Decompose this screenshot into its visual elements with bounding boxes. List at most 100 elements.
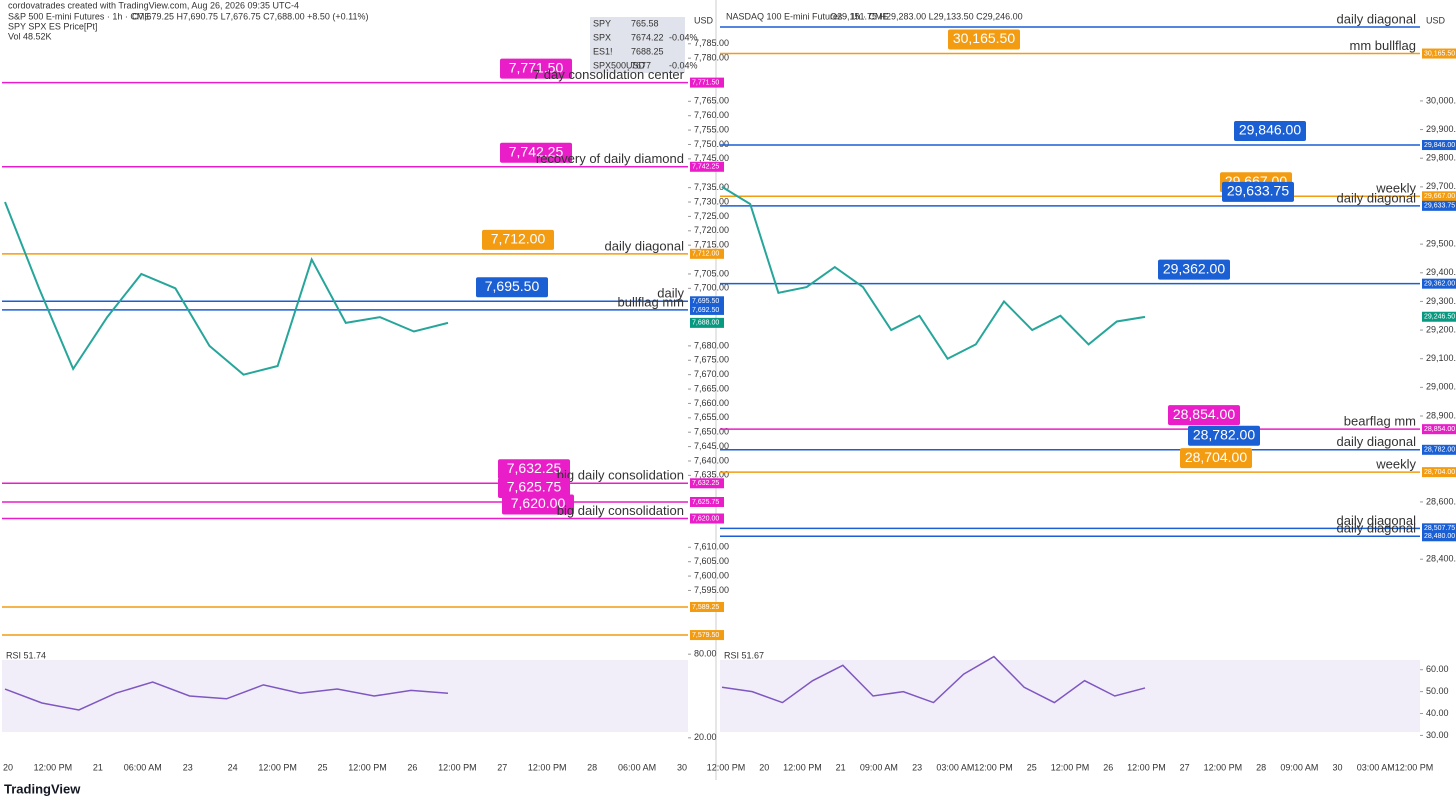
watch-cell: 7688.25 (631, 46, 664, 56)
axis-tag (1422, 531, 1456, 542)
callout-label: 7,695.50 (485, 278, 540, 294)
x-tick-label: 25 (318, 762, 328, 772)
axis-tag (690, 304, 724, 315)
level-note: mm bullflag (1350, 38, 1416, 53)
x-tick-label: 06:00 AM (618, 762, 656, 772)
axis-tag-label: 29,846.00 (1424, 142, 1455, 149)
y-tick-label: 28,900.00 (1426, 410, 1456, 420)
x-tick-label: 12:00 PM (348, 762, 387, 772)
currency: USD (694, 15, 714, 25)
callout-label: 7,632.25 (507, 460, 562, 476)
axis-tag-label: 7,712.00 (692, 251, 719, 258)
y-tick-label: 7,635.00 (694, 470, 729, 480)
y-tick-label: 29,800.00 (1426, 153, 1456, 163)
last-price-tag (690, 317, 724, 328)
x-tick-label: 20 (3, 762, 13, 772)
rsi-tick-label: 60.00 (1426, 664, 1449, 674)
axis-tag (690, 630, 724, 641)
callout (1180, 448, 1252, 469)
x-tick-label: 12:00 PM (258, 762, 297, 772)
callout-label: 30,165.50 (953, 30, 1015, 46)
y-tick-label: 7,645.00 (694, 441, 729, 451)
y-tick-label: 28,400.00 (1426, 554, 1456, 564)
axis-tag (1422, 444, 1456, 455)
ohlc: O7,679.25 H7,690.75 L7,676.75 C7,688.00 … (132, 11, 369, 21)
rsi-tick-label: 50.00 (1426, 686, 1449, 696)
y-tick-label: 7,730.00 (694, 196, 729, 206)
rsi-band (2, 660, 688, 732)
callout (502, 494, 574, 515)
x-tick-label: 27 (1180, 762, 1190, 772)
axis-tag (690, 161, 724, 172)
x-tick-label: 24 (228, 762, 238, 772)
ohlc: O29,151.75 H29,283.00 L29,133.50 C29,246… (830, 11, 1023, 21)
axis-tag (690, 478, 724, 489)
level-note: big daily consolidation (557, 503, 684, 518)
axis-tag (690, 248, 724, 259)
rsi-tick-label: 20.00 (694, 732, 717, 742)
axis-tag (690, 513, 724, 524)
y-tick-label: 7,670.00 (694, 369, 729, 379)
x-tick-label: 23 (912, 762, 922, 772)
callout (1158, 259, 1230, 280)
axis-tag-label: 28,507.75 (1424, 525, 1455, 532)
axis-tag-label: 7,632.25 (692, 480, 719, 487)
y-tick-label: 7,720.00 (694, 225, 729, 235)
watch-row (590, 59, 685, 73)
y-tick-label: 7,700.00 (694, 283, 729, 293)
x-tick-label: 12:00 PM (783, 762, 822, 772)
y-tick-label: 7,780.00 (694, 53, 729, 63)
y-tick-label: 29,900.00 (1426, 124, 1456, 134)
last-price-label: 29,246.50 (1424, 314, 1455, 321)
y-tick-label: 7,665.00 (694, 383, 729, 393)
watch-cell: SPY (593, 18, 611, 28)
y-tick-label: 29,700.00 (1426, 181, 1456, 191)
axis-tag (690, 496, 724, 507)
axis-tag (1422, 140, 1456, 151)
level-note: recovery of daily diamond (536, 151, 684, 166)
axis-tag-label: 28,782.00 (1424, 447, 1455, 454)
level-note: daily diagonal (1336, 434, 1416, 449)
watch-row (590, 31, 685, 45)
axis-tag-label: 29,633.75 (1424, 203, 1455, 210)
y-tick-label: 29,400.00 (1426, 267, 1456, 277)
x-tick-label: 28 (587, 762, 597, 772)
x-tick-label: 12:00 PM (1204, 762, 1243, 772)
y-tick-label: 7,650.00 (694, 427, 729, 437)
credit: cordovatrades created with TradingView.c… (8, 0, 299, 10)
rsi-label: RSI 51.67 (724, 650, 764, 660)
callout-label: 28,854.00 (1173, 406, 1235, 422)
axis-tag (1422, 278, 1456, 289)
x-tick-label: 25 (1027, 762, 1037, 772)
brand: TradingView (4, 781, 81, 796)
axis-tag (1422, 48, 1456, 59)
axis-tag (1422, 467, 1456, 478)
axis-tag-label: 7,771.50 (692, 79, 719, 86)
y-tick-label: 7,765.00 (694, 96, 729, 106)
x-tick-label: 23 (183, 762, 193, 772)
chart-title: S&P 500 E-mini Futures · 1h · CME (8, 11, 150, 21)
level-note: bearflag mm (1344, 414, 1416, 429)
x-tick-label: 30 (1333, 762, 1343, 772)
last-price-tag (1422, 311, 1456, 322)
x-tick-label: 09:00 AM (860, 762, 898, 772)
y-tick-label: 7,610.00 (694, 542, 729, 552)
y-tick-label: 7,715.00 (694, 240, 729, 250)
axis-tag (690, 77, 724, 88)
x-tick-label: 03:00 AM (1357, 762, 1395, 772)
axis-tag-label: 7,695.50 (692, 298, 719, 305)
callout (500, 58, 572, 79)
watch-cell: -0.04% (669, 32, 698, 42)
callout (1168, 405, 1240, 426)
callout-label: 28,782.00 (1193, 426, 1255, 442)
y-tick-label: 7,680.00 (694, 340, 729, 350)
axis-tag (690, 296, 724, 307)
y-tick-label: 29,100.00 (1426, 353, 1456, 363)
y-tick-label: 30,000.00 (1426, 95, 1456, 105)
y-tick-label: 7,725.00 (694, 211, 729, 221)
y-tick-label: 29,300.00 (1426, 296, 1456, 306)
callout (482, 229, 554, 250)
rsi-line (721, 655, 1146, 704)
watch-cell: SPX (593, 32, 611, 42)
